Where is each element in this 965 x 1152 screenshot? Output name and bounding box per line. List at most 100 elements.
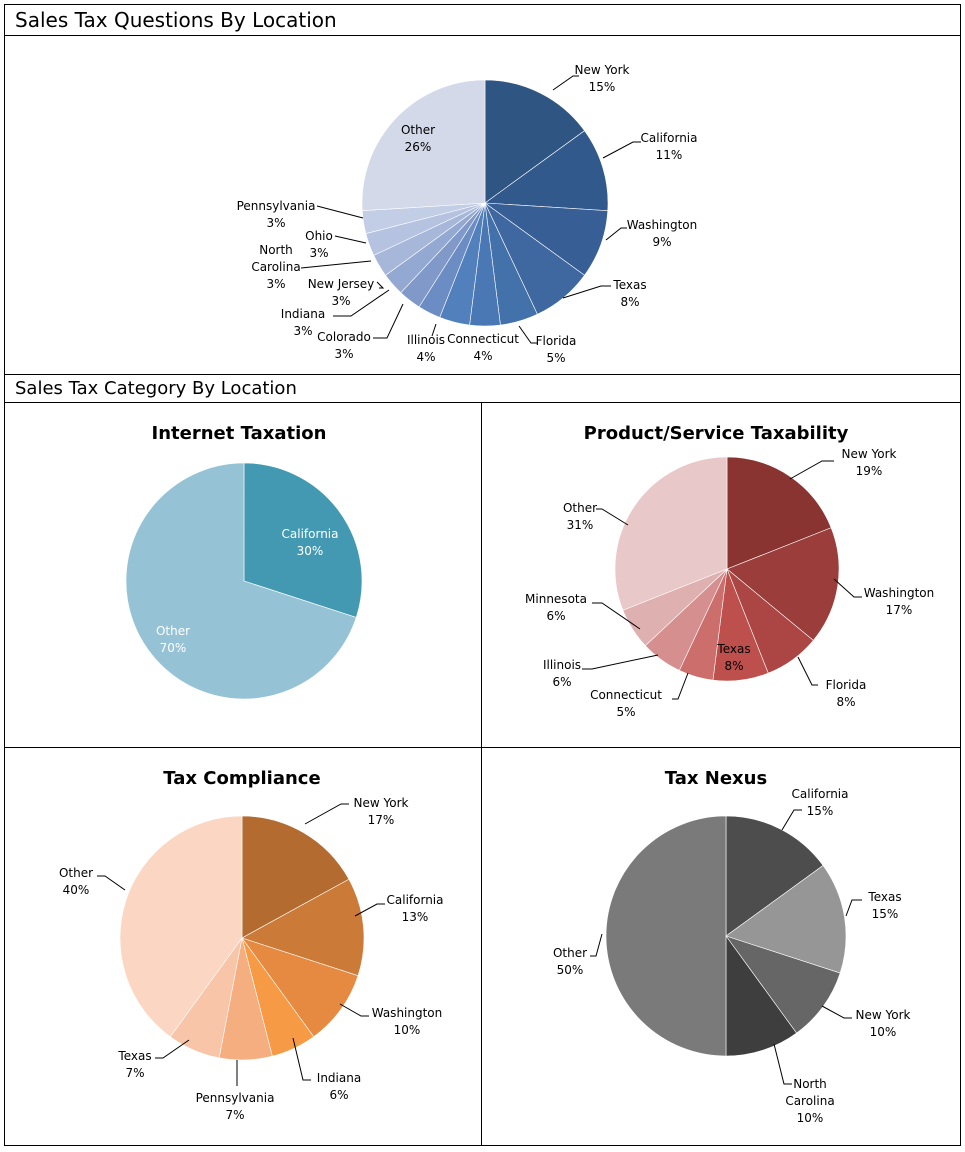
- data-label-washington: Washington 17%: [864, 586, 935, 617]
- chart-title: Tax Nexus: [665, 768, 767, 789]
- pie-slice-new-york: [241, 815, 350, 939]
- leader-line-ohio: [334, 235, 367, 244]
- data-label-texas: Texas 8%: [612, 278, 646, 309]
- data-label-texas: Texas 15%: [867, 890, 901, 921]
- leader-line-minnesota: [592, 602, 641, 630]
- pie-slice-other: [614, 456, 728, 611]
- data-label-connecticut: Connecticut 4%: [447, 332, 519, 363]
- pie-slice-california: [484, 130, 609, 212]
- leader-line-pennsylvania: [316, 205, 364, 219]
- data-label-ohio: Ohio 3%: [305, 229, 333, 260]
- pie-slice-other: [119, 815, 243, 1038]
- leader-line-florida: [797, 656, 818, 686]
- taxability-pie: Product/Service Taxability New York 19% Was…: [525, 423, 935, 719]
- pie-slice-california: [243, 462, 363, 618]
- data-label-washington: Washington 9%: [627, 218, 698, 249]
- data-label-texas: Texas 8%: [716, 642, 750, 673]
- pie-slice-other: [125, 462, 357, 700]
- data-label-minnesota: Minnesota 6%: [525, 592, 587, 623]
- leader-line-new-york: [821, 1005, 852, 1019]
- internet-taxation-pie: Internet Taxation California 30% Other 70%: [125, 423, 363, 700]
- chart-title: Tax Compliance: [163, 768, 320, 789]
- data-label-california: California 30%: [282, 527, 339, 558]
- leader-line-other: [590, 933, 603, 957]
- main-title: Sales Tax Questions By Location: [15, 8, 337, 32]
- data-label-north-carolina: North Carolina 10%: [785, 1077, 834, 1125]
- leader-line-california: [781, 809, 802, 831]
- leader-line-north-carolina: [773, 1043, 792, 1085]
- data-label-new-york: New York 15%: [575, 63, 630, 94]
- data-label-colorado: Colorado 3%: [317, 330, 371, 361]
- leader-line-illinois: [582, 654, 659, 670]
- leader-line-washington: [339, 1003, 369, 1017]
- pie-slice-new-york: [726, 456, 832, 570]
- leader-line-indiana: [333, 289, 390, 317]
- pie-slice-washington: [241, 937, 359, 1038]
- pie-slice-california: [725, 815, 824, 937]
- data-label-other: Other 31%: [563, 501, 597, 532]
- data-label-california: California 13%: [387, 893, 444, 924]
- data-label-new-york: New York 10%: [856, 1008, 911, 1039]
- data-label-illinois: Illinois 4%: [407, 333, 445, 364]
- pie-slice-other: [605, 815, 727, 1057]
- leader-line-new-jersey: [376, 281, 385, 289]
- leader-line-north-carolina: [300, 260, 372, 269]
- pie-slice-new-york: [484, 79, 585, 204]
- tax-nexus-pie: Tax Nexus California 15% Texas 15% New York 10…: [553, 768, 911, 1125]
- tax-compliance-pie: Tax Compliance New York 17% California 13% Wa…: [59, 768, 444, 1122]
- data-label-texas: Texas 7%: [117, 1049, 151, 1080]
- data-label-pennsylvania: Pennsylvania 3%: [237, 199, 316, 230]
- data-label-other: Other 50%: [553, 946, 587, 977]
- leader-line-new-york: [552, 75, 579, 91]
- data-label-illinois: Illinois 6%: [543, 658, 581, 689]
- data-label-other: Other 40%: [59, 866, 93, 897]
- pie-slice-texas: [725, 865, 847, 974]
- data-label-pennsylvania: Pennsylvania 7%: [196, 1091, 275, 1122]
- tax-compliance-panel: Tax Compliance New York 17% California 13% Wa…: [4, 747, 482, 1146]
- leader-line-washington: [833, 578, 862, 598]
- leader-line-illinois: [431, 323, 437, 337]
- leader-line-other: [596, 508, 629, 526]
- leader-line-california: [354, 903, 385, 917]
- leader-line-new-york: [789, 460, 834, 480]
- data-label-other: Other 26%: [401, 123, 435, 154]
- leader-line-texas: [845, 899, 862, 917]
- data-label-north-carolina: North Carolina 3%: [251, 243, 300, 291]
- leader-line-other: [97, 875, 126, 891]
- taxability-panel: Product/Service Taxability New York 19% Was…: [481, 402, 961, 748]
- data-label-california: California 15%: [792, 787, 849, 818]
- leader-line-texas: [155, 1039, 190, 1059]
- data-label-new-york: New York 19%: [842, 447, 897, 478]
- leader-line-florida: [518, 325, 537, 344]
- pie-slice-washington: [726, 527, 840, 641]
- leader-line-california: [602, 141, 641, 159]
- chart-title: Product/Service Taxability: [584, 423, 849, 444]
- leader-line-washington: [605, 227, 627, 241]
- main-title-bar: Sales Tax Questions By Location: [4, 4, 961, 36]
- leader-line-connecticut: [672, 672, 689, 700]
- data-label-florida: Florida 8%: [826, 678, 867, 709]
- questions-by-location-pie: New York 15% California 11% Washington 9% Texa…: [237, 63, 698, 365]
- section-title: Sales Tax Category By Location: [15, 378, 297, 399]
- leader-line-colorado: [373, 303, 404, 339]
- data-label-new-jersey: New Jersey 3%: [308, 277, 375, 308]
- section-title-bar: Sales Tax Category By Location: [4, 374, 961, 403]
- tax-nexus-panel: Tax Nexus California 15% Texas 15% New York 10…: [481, 747, 961, 1146]
- data-label-indiana: Indiana 3%: [281, 307, 325, 338]
- top-chart-panel: New York 15% California 11% Washington 9% Texa…: [4, 35, 961, 375]
- leader-line-indiana: [292, 1037, 311, 1081]
- data-label-florida: Florida 5%: [536, 334, 577, 365]
- internet-taxation-panel: Internet Taxation California 30% Other 70%: [4, 402, 482, 748]
- chart-title: Internet Taxation: [152, 423, 327, 444]
- leader-line-texas: [562, 285, 611, 299]
- pie-slice-north-carolina: [725, 935, 797, 1057]
- data-label-california: California 11%: [641, 131, 698, 162]
- leader-line-new-york: [304, 803, 349, 825]
- data-label-washington: Washington 10%: [372, 1006, 443, 1037]
- data-label-other: Other 70%: [156, 624, 190, 655]
- data-label-connecticut: Connecticut 5%: [590, 688, 662, 719]
- pie-slice-california: [241, 878, 365, 977]
- data-label-indiana: Indiana 6%: [317, 1071, 361, 1102]
- data-label-new-york: New York 17%: [354, 796, 409, 827]
- pie-slice-other: [361, 79, 486, 212]
